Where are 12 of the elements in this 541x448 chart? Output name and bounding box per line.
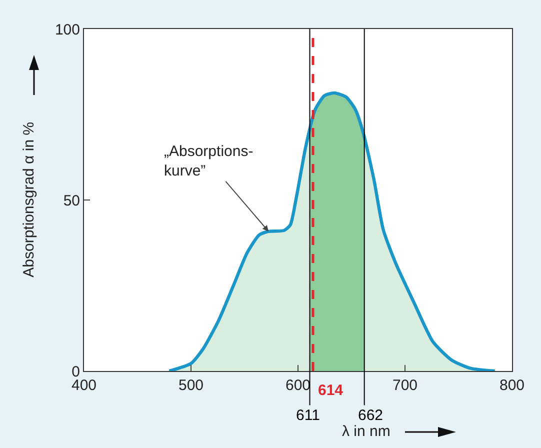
- y-axis-title: Absorptionsgrad α in %: [20, 122, 38, 278]
- y-tick-label: 50: [63, 192, 80, 210]
- ref-line-label: 614: [318, 382, 344, 399]
- y-tick-label: 100: [54, 21, 80, 38]
- x-tick-label: 600: [285, 377, 311, 394]
- ref-line-label: 662: [358, 407, 384, 424]
- x-tick-label: 700: [392, 377, 418, 394]
- x-axis-title: λ in nm: [342, 423, 390, 440]
- annotation: „Absorptions- kurve”: [164, 143, 254, 180]
- x-tick-label: 800: [499, 377, 525, 394]
- ref-line-label: 611: [296, 407, 320, 424]
- x-tick-label: 500: [178, 377, 204, 394]
